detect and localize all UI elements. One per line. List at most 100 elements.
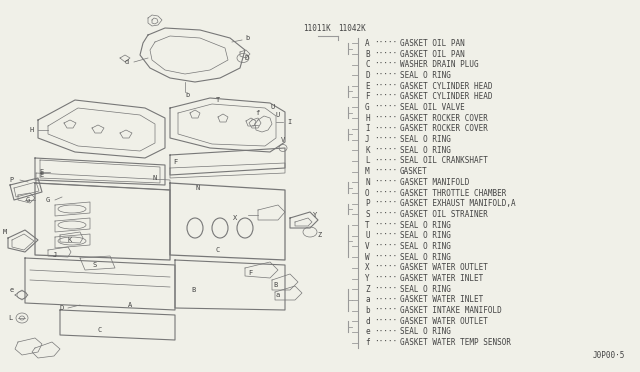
Text: GASKET EXHAUST MANIFOLD,A: GASKET EXHAUST MANIFOLD,A <box>400 199 516 208</box>
Text: L: L <box>8 315 12 321</box>
Text: D: D <box>60 305 64 311</box>
Text: ·····: ····· <box>374 114 397 123</box>
Text: K: K <box>365 146 370 155</box>
Text: B: B <box>191 287 195 293</box>
Text: ·····: ····· <box>374 178 397 187</box>
Text: Y: Y <box>313 212 317 218</box>
Text: f: f <box>255 110 259 116</box>
Text: ·····: ····· <box>374 221 397 230</box>
Text: GASKET ROCKER COVER: GASKET ROCKER COVER <box>400 124 488 134</box>
Text: O: O <box>365 189 370 198</box>
Text: M: M <box>365 167 370 176</box>
Text: e: e <box>10 287 14 293</box>
Text: U: U <box>365 231 370 240</box>
Text: e: e <box>365 327 370 336</box>
Text: E: E <box>365 81 370 91</box>
Text: A: A <box>128 302 132 308</box>
Text: N: N <box>153 175 157 181</box>
Text: K: K <box>68 237 72 243</box>
Text: I: I <box>365 124 370 134</box>
Text: GASKET MANIFOLD: GASKET MANIFOLD <box>400 178 469 187</box>
Text: U: U <box>271 104 275 110</box>
Text: b: b <box>246 35 250 41</box>
Text: C: C <box>216 247 220 253</box>
Text: GASKET: GASKET <box>400 167 428 176</box>
Text: D: D <box>365 71 370 80</box>
Text: G: G <box>46 197 50 203</box>
Text: C: C <box>365 60 370 69</box>
Text: M: M <box>3 229 7 235</box>
Text: GASKET WATER OUTLET: GASKET WATER OUTLET <box>400 317 488 326</box>
Text: SEAL O RING: SEAL O RING <box>400 242 451 251</box>
Text: SEAL OIL VALVE: SEAL OIL VALVE <box>400 103 465 112</box>
Text: GASKET CYLINDER HEAD: GASKET CYLINDER HEAD <box>400 92 493 101</box>
Text: SEAL O RING: SEAL O RING <box>400 253 451 262</box>
Text: GASKET WATER OUTLET: GASKET WATER OUTLET <box>400 263 488 272</box>
Text: ·····: ····· <box>374 263 397 272</box>
Text: A: A <box>365 39 370 48</box>
Text: GASKET WATER TEMP SENSOR: GASKET WATER TEMP SENSOR <box>400 338 511 347</box>
Text: ·····: ····· <box>374 242 397 251</box>
Text: ·····: ····· <box>374 253 397 262</box>
Text: d: d <box>365 317 370 326</box>
Text: ·····: ····· <box>374 199 397 208</box>
Text: ·····: ····· <box>374 60 397 69</box>
Text: U: U <box>276 112 280 118</box>
Text: L: L <box>365 157 370 166</box>
Text: GASKET WATER INLET: GASKET WATER INLET <box>400 295 483 304</box>
Text: a: a <box>276 292 280 298</box>
Text: WASHER DRAIN PLUG: WASHER DRAIN PLUG <box>400 60 479 69</box>
Text: GASKET CYLINDER HEAD: GASKET CYLINDER HEAD <box>400 81 493 91</box>
Text: ·····: ····· <box>374 327 397 336</box>
Text: ·····: ····· <box>374 306 397 315</box>
Text: ·····: ····· <box>374 49 397 58</box>
Text: J: J <box>365 135 370 144</box>
Text: GASKET INTAKE MANIFOLD: GASKET INTAKE MANIFOLD <box>400 306 502 315</box>
Text: B: B <box>273 282 277 288</box>
Text: ·····: ····· <box>374 146 397 155</box>
Text: ·····: ····· <box>374 135 397 144</box>
Text: H: H <box>365 114 370 123</box>
Text: Z: Z <box>318 232 322 238</box>
Text: ·····: ····· <box>374 189 397 198</box>
Text: ·····: ····· <box>374 39 397 48</box>
Text: SEAL O RING: SEAL O RING <box>400 221 451 230</box>
Text: N: N <box>196 185 200 191</box>
Text: F: F <box>248 270 252 276</box>
Text: ·····: ····· <box>374 71 397 80</box>
Text: ·····: ····· <box>374 81 397 91</box>
Text: GASKET OIL STRAINER: GASKET OIL STRAINER <box>400 210 488 219</box>
Text: D: D <box>245 55 249 61</box>
Text: C: C <box>98 327 102 333</box>
Text: W: W <box>365 253 370 262</box>
Text: H: H <box>30 127 34 133</box>
Text: B: B <box>365 49 370 58</box>
Text: SEAL O RING: SEAL O RING <box>400 146 451 155</box>
Text: ·····: ····· <box>374 92 397 101</box>
Text: GASKET OIL PAN: GASKET OIL PAN <box>400 49 465 58</box>
Text: GASKET THROTTLE CHAMBER: GASKET THROTTLE CHAMBER <box>400 189 506 198</box>
Text: ·····: ····· <box>374 338 397 347</box>
Text: J: J <box>53 252 57 258</box>
Text: ·····: ····· <box>374 317 397 326</box>
Text: V: V <box>281 137 285 143</box>
Text: V: V <box>365 242 370 251</box>
Text: ·····: ····· <box>374 274 397 283</box>
Text: S: S <box>93 262 97 268</box>
Text: N: N <box>365 178 370 187</box>
Text: E: E <box>40 169 44 175</box>
Text: J0P00·5: J0P00·5 <box>593 351 625 360</box>
Text: GASKET OIL PAN: GASKET OIL PAN <box>400 39 465 48</box>
Text: F: F <box>173 159 177 165</box>
Text: b: b <box>365 306 370 315</box>
Text: f: f <box>365 338 370 347</box>
Text: I: I <box>287 119 291 125</box>
Text: ·····: ····· <box>374 295 397 304</box>
Text: ·····: ····· <box>374 285 397 294</box>
Text: SEAL O RING: SEAL O RING <box>400 71 451 80</box>
Text: ·····: ····· <box>374 103 397 112</box>
Text: ·····: ····· <box>374 124 397 134</box>
Text: SEAL O RING: SEAL O RING <box>400 231 451 240</box>
Text: Z: Z <box>365 285 370 294</box>
Text: ·····: ····· <box>374 167 397 176</box>
